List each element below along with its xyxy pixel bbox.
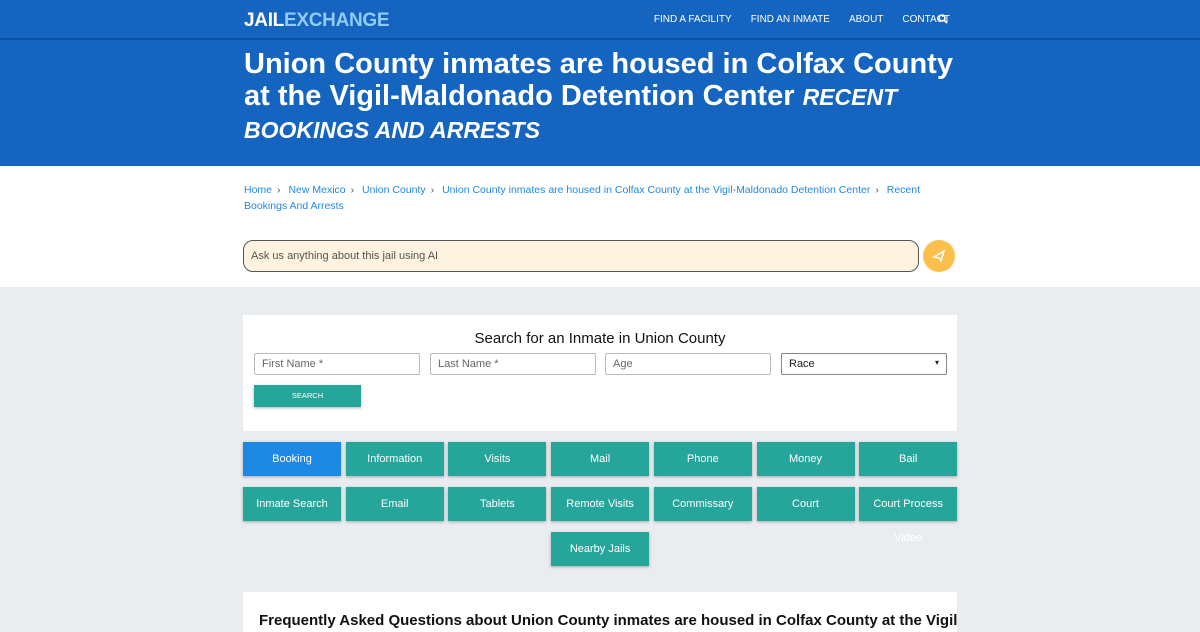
breadcrumb-facility[interactable]: Union County inmates are housed in Colfa…	[442, 184, 871, 196]
button-court-process-video[interactable]: Court Process Video	[859, 487, 958, 544]
button-booking[interactable]: Booking	[243, 442, 341, 476]
breadcrumb-state[interactable]: New Mexico	[288, 184, 346, 196]
button-email[interactable]: Email	[345, 487, 444, 521]
ai-question-input[interactable]: Ask us anything about this jail using AI	[243, 240, 919, 272]
page-subtitle: RECENT BOOKINGS AND ARRESTS	[244, 84, 898, 143]
nav-contact[interactable]: CONTACT	[902, 14, 950, 25]
chevron-down-icon: ▾	[934, 358, 939, 367]
race-select[interactable]: Race ▾	[781, 353, 947, 375]
button-visits[interactable]: Visits	[448, 442, 547, 476]
nav-find-inmate[interactable]: FIND AN INMATE	[750, 14, 830, 25]
page-title: Union County inmates are housed in Colfa…	[244, 48, 953, 143]
breadcrumb-home[interactable]: Home	[244, 184, 273, 196]
button-money[interactable]: Money	[756, 442, 855, 476]
breadcrumb-county[interactable]: Union County	[362, 184, 426, 196]
send-button[interactable]	[923, 240, 955, 272]
button-tablets[interactable]: Tablets	[448, 487, 547, 521]
inmate-search-card: Search for an Inmate in Union County Fir…	[243, 315, 957, 431]
button-phone[interactable]: Phone	[653, 442, 752, 476]
logo-jail: JAIL	[244, 10, 284, 31]
search-title: Search for an Inmate in Union County	[474, 330, 726, 347]
faq-title: Frequently Asked Questions about Union C…	[243, 592, 957, 632]
breadcrumb-current[interactable]: Recent Bookings And Arrests	[244, 184, 921, 212]
top-nav: JAILEXCHANGE FIND A FACILITY FIND AN INM…	[0, 0, 1200, 40]
breadcrumb: Home › New Mexico › Union County › Union Co…	[244, 184, 921, 212]
age-input[interactable]: Age	[605, 353, 771, 375]
logo[interactable]: JAILEXCHANGE	[244, 10, 390, 32]
hero: Union County inmates are housed in Colfa…	[0, 40, 1200, 166]
button-remote-visits[interactable]: Remote Visits	[551, 487, 650, 521]
button-mail[interactable]: Mail	[551, 442, 650, 476]
first-name-input[interactable]: First Name *	[254, 353, 420, 375]
logo-exchange: EXCHANGE	[283, 10, 390, 31]
nav-find-facility[interactable]: FIND A FACILITY	[653, 14, 732, 25]
search-button[interactable]: SEARCH	[254, 385, 361, 407]
button-bail[interactable]: Bail	[859, 442, 958, 476]
button-inmate-search[interactable]: Inmate Search	[243, 487, 341, 521]
button-court[interactable]: Court	[756, 487, 855, 521]
last-name-input[interactable]: Last Name *	[430, 353, 596, 375]
button-nearby-jails[interactable]: Nearby Jails	[551, 532, 650, 566]
button-commissary[interactable]: Commissary	[653, 487, 752, 521]
nav-about[interactable]: ABOUT	[848, 14, 884, 25]
button-information[interactable]: Information	[345, 442, 444, 476]
search-icon[interactable]	[938, 14, 948, 24]
race-value: Race	[789, 358, 815, 370]
paper-plane-icon	[931, 249, 946, 263]
